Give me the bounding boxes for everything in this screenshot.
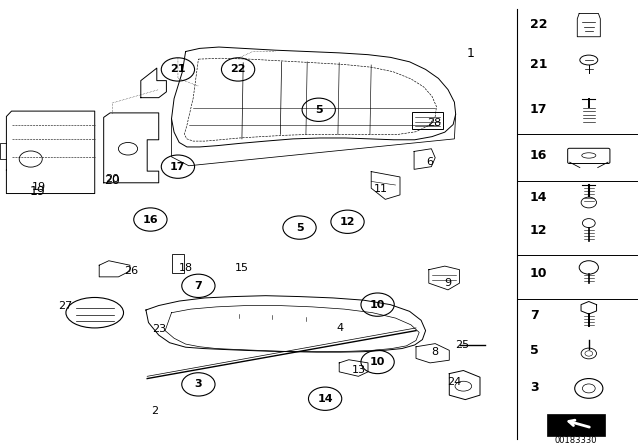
Text: 10: 10 <box>370 300 385 310</box>
Text: 7: 7 <box>530 309 539 323</box>
Text: 19: 19 <box>31 182 45 192</box>
Text: 11: 11 <box>374 184 388 194</box>
Text: 28: 28 <box>427 118 441 128</box>
Text: 16: 16 <box>530 149 547 162</box>
Bar <box>547 414 605 436</box>
Text: 22: 22 <box>530 18 547 31</box>
Text: 15: 15 <box>235 263 249 273</box>
Text: 14: 14 <box>317 394 333 404</box>
Text: 3: 3 <box>195 379 202 389</box>
Text: 14: 14 <box>530 190 547 204</box>
Text: 25: 25 <box>455 340 469 350</box>
Text: 5: 5 <box>530 344 539 357</box>
Text: 8: 8 <box>431 347 439 357</box>
Text: 19: 19 <box>29 185 45 198</box>
Text: 10: 10 <box>370 357 385 367</box>
Bar <box>172 254 184 273</box>
Text: 13: 13 <box>351 365 365 375</box>
Text: 2: 2 <box>151 406 159 416</box>
Text: 27: 27 <box>58 301 72 310</box>
Text: 20: 20 <box>105 174 119 184</box>
Text: 26: 26 <box>124 266 138 276</box>
Text: 17: 17 <box>170 162 186 172</box>
Text: 1: 1 <box>467 47 474 60</box>
Text: 5: 5 <box>315 105 323 115</box>
Text: 3: 3 <box>530 381 538 394</box>
Text: 23: 23 <box>152 324 166 334</box>
Text: 16: 16 <box>143 215 158 224</box>
Text: 10: 10 <box>530 267 547 280</box>
Text: 12: 12 <box>340 217 355 227</box>
Text: 20: 20 <box>104 173 120 187</box>
Text: 4: 4 <box>337 323 344 333</box>
Text: 17: 17 <box>530 103 547 116</box>
Text: 21: 21 <box>530 58 547 71</box>
Text: 9: 9 <box>444 278 452 288</box>
Text: 7: 7 <box>195 281 202 291</box>
Text: 22: 22 <box>230 65 246 74</box>
Text: 18: 18 <box>179 263 193 273</box>
Text: 6: 6 <box>427 157 433 167</box>
Text: 00183330: 00183330 <box>555 436 597 445</box>
Text: 24: 24 <box>447 377 461 387</box>
Text: 21: 21 <box>170 65 186 74</box>
Text: 5: 5 <box>296 223 303 233</box>
Text: 12: 12 <box>530 224 547 237</box>
